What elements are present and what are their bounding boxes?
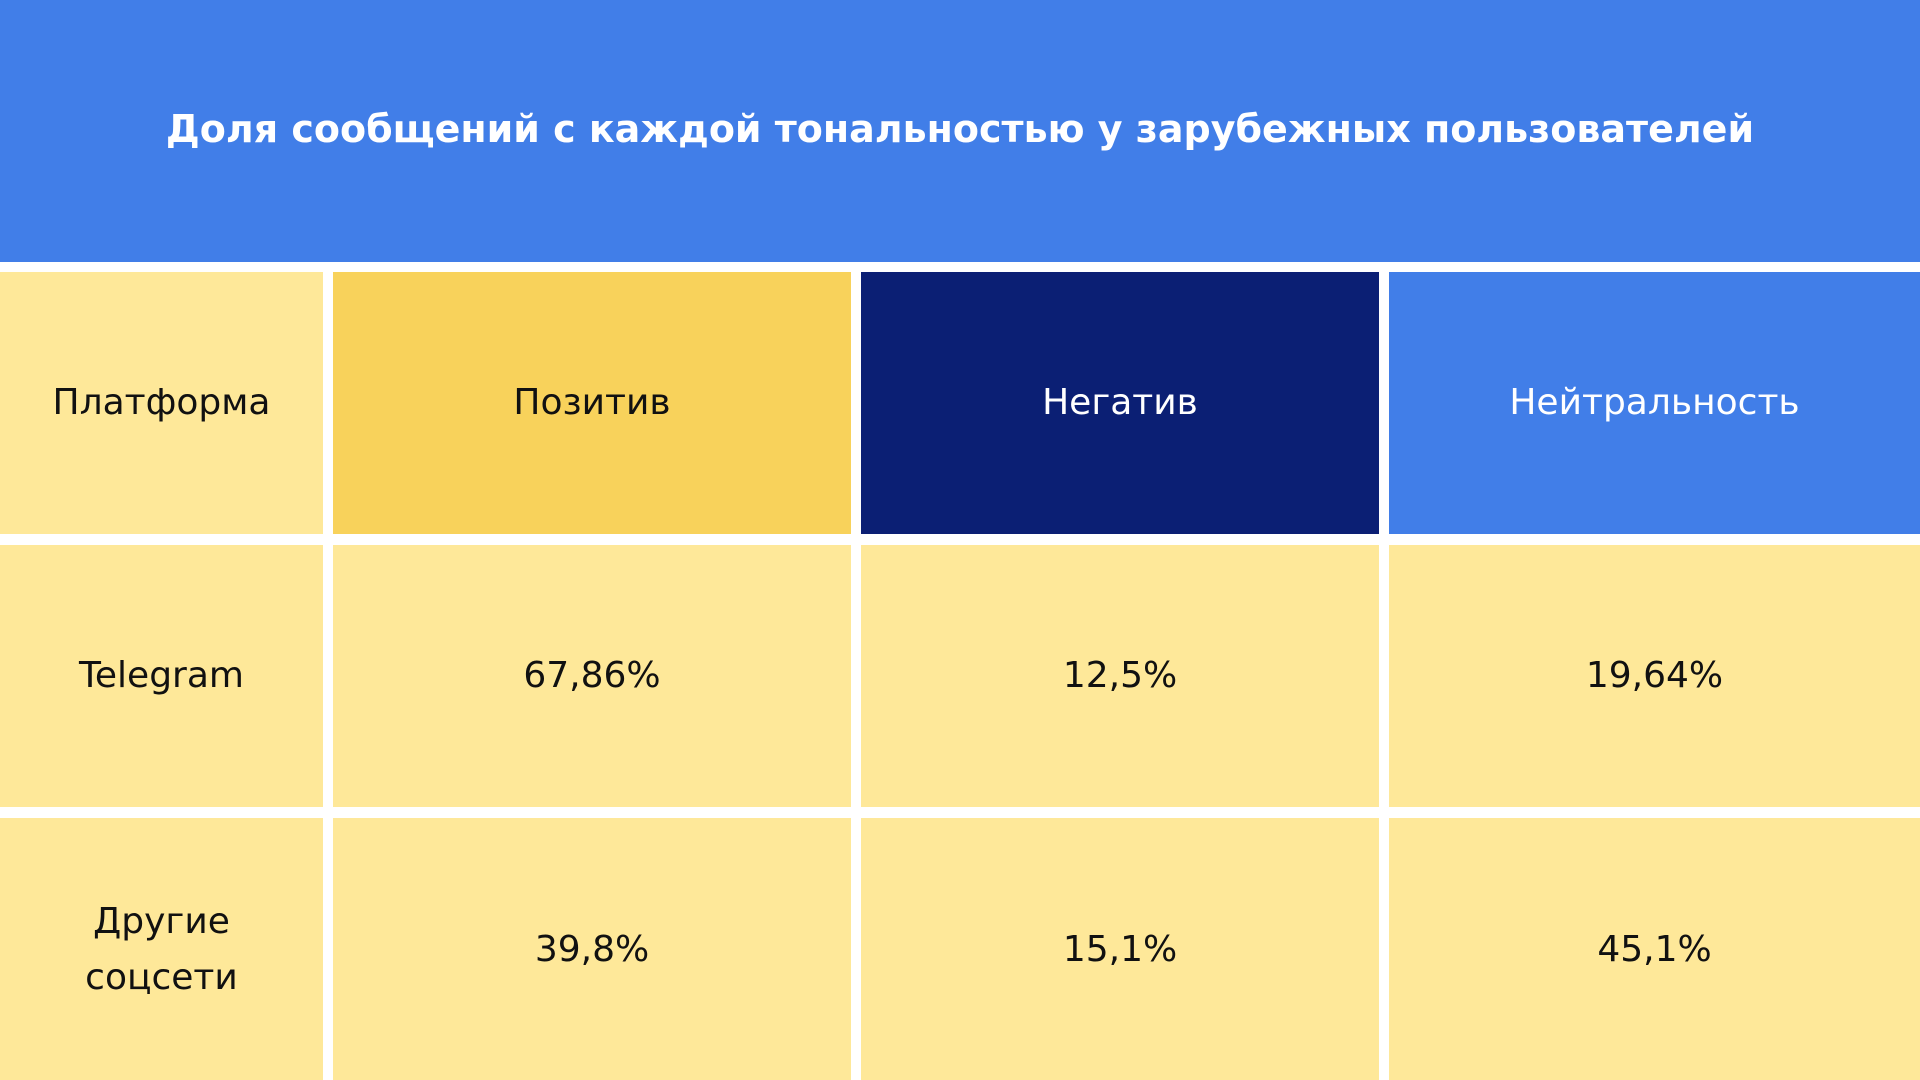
page-title: Доля сообщений с каждой тональностью у з…: [165, 107, 1755, 151]
row-other-negative: 15,1%: [861, 818, 1379, 1080]
header-platform: Платформа: [0, 272, 323, 534]
header-negative: Негатив: [861, 272, 1379, 534]
row-telegram-positive: 67,86%: [333, 545, 851, 807]
row-telegram-neutral: 19,64%: [1389, 545, 1920, 807]
sentiment-table: Платформа Позитив Негатив Нейтральность …: [0, 272, 1920, 1080]
negative-value: 15,1%: [1062, 928, 1178, 970]
row-other-neutral: 45,1%: [1389, 818, 1920, 1080]
header-platform-label: Платформа: [52, 382, 271, 423]
positive-value: 67,86%: [523, 655, 661, 696]
row-telegram-negative: 12,5%: [861, 545, 1379, 807]
row-other-platform: Другие соцсети: [0, 818, 323, 1080]
neutral-value: 45,1%: [1597, 928, 1712, 970]
title-bar: Доля сообщений с каждой тональностью у з…: [0, 0, 1920, 262]
platform-name: Другие соцсети: [85, 900, 238, 998]
neutral-value: 19,64%: [1585, 655, 1724, 696]
row-other-positive: 39,8%: [333, 818, 851, 1080]
header-neutral-label: Нейтральность: [1509, 382, 1800, 423]
header-negative-label: Негатив: [1042, 382, 1198, 423]
header-positive-label: Позитив: [513, 382, 671, 423]
header-positive: Позитив: [333, 272, 851, 534]
row-telegram-platform: Telegram: [0, 545, 323, 807]
header-neutral: Нейтральность: [1389, 272, 1920, 534]
positive-value: 39,8%: [534, 928, 650, 970]
negative-value: 12,5%: [1062, 655, 1178, 696]
platform-name: Telegram: [79, 655, 244, 696]
